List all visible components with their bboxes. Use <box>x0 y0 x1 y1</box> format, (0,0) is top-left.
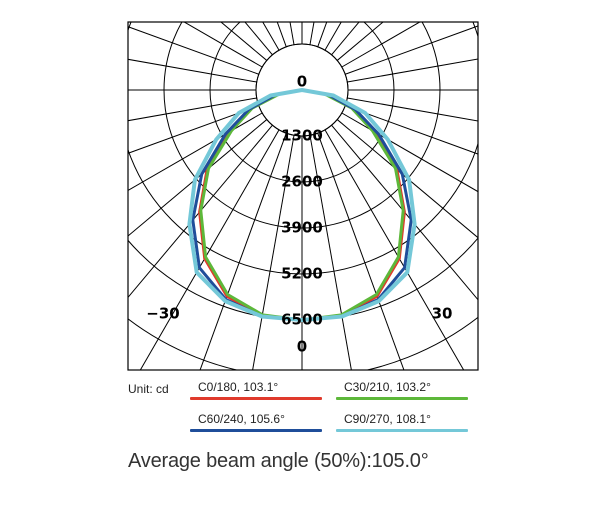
grid-spoke <box>317 22 328 47</box>
legend-swatch <box>190 397 322 400</box>
legend-item-c0: C0/180, 103.1° <box>190 380 322 400</box>
grid-spoke <box>336 22 384 61</box>
legend-item-c90: C90/270, 108.1° <box>336 412 468 432</box>
grid-spoke <box>262 22 280 51</box>
legend-item-c60: C60/240, 105.6° <box>190 412 322 432</box>
grid-spoke <box>345 25 478 75</box>
legend-label: C0/180, 103.1° <box>198 380 279 394</box>
radial-tick-label: 3900 <box>281 219 323 237</box>
radial-tick-label: 2600 <box>281 173 323 191</box>
grid-spoke <box>128 26 259 75</box>
angle-label-left: −30 <box>146 305 179 323</box>
grid-spoke <box>220 22 268 61</box>
angle-label-right: 30 <box>432 305 453 323</box>
legend-item-c30: C30/210, 103.2° <box>336 380 468 400</box>
legend-label: C30/210, 103.2° <box>344 380 431 394</box>
radial-tick-label: 1300 <box>281 127 323 145</box>
grid-spoke <box>317 133 405 370</box>
grid-spoke <box>244 22 273 56</box>
series-layer <box>187 88 417 322</box>
grid-spoke <box>183 22 263 68</box>
grid-spoke <box>276 22 287 47</box>
grid-spoke <box>128 58 257 83</box>
grid-spoke <box>341 22 421 68</box>
series-line-3 <box>187 88 417 322</box>
legend-swatch <box>190 429 322 432</box>
beam-angle-text: Average beam angle (50%):105.0° <box>128 450 429 472</box>
legend-swatch <box>336 397 468 400</box>
grid-spoke <box>331 22 360 56</box>
grid-spoke <box>347 58 478 83</box>
legend-label: C90/270, 108.1° <box>344 412 431 426</box>
chart-frame <box>127 21 479 371</box>
legend-swatch <box>336 429 468 432</box>
unit-label: Unit: cd <box>128 382 169 396</box>
grid-spoke <box>128 124 273 299</box>
grid-spoke <box>324 22 342 51</box>
grid-spoke <box>336 119 478 239</box>
grid-spoke <box>128 105 259 154</box>
radial-tick-label: 5200 <box>281 265 323 283</box>
grid-spoke <box>331 124 478 301</box>
radial-tick-label: 0 <box>297 73 307 91</box>
grid-spoke <box>139 129 280 370</box>
axis-labels: 0 1300 2600 3900 5200 6500 −30 30 0 <box>146 73 452 356</box>
grid-spoke <box>199 133 287 370</box>
grid-spoke <box>345 105 478 155</box>
radial-tick-label: 6500 <box>281 311 323 329</box>
grid-spoke <box>347 97 478 122</box>
grid-spoke <box>128 97 257 122</box>
grid-spoke <box>309 135 352 370</box>
grid-spoke <box>324 129 465 370</box>
legend-label: C60/240, 105.6° <box>198 412 285 426</box>
grid-spoke <box>252 135 295 370</box>
angle-label-bottom: 0 <box>297 338 307 356</box>
grid-spoke <box>128 119 268 237</box>
